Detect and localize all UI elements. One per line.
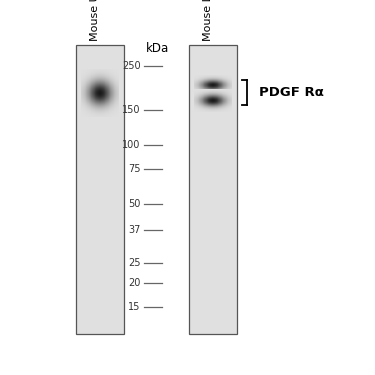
Text: 25: 25 bbox=[128, 258, 141, 268]
Text: 250: 250 bbox=[122, 61, 141, 71]
Text: Mouse Uterus: Mouse Uterus bbox=[90, 0, 100, 40]
Text: 75: 75 bbox=[128, 164, 141, 174]
Text: Mouse Lung: Mouse Lung bbox=[203, 0, 213, 40]
Text: PDGF Rα: PDGF Rα bbox=[259, 86, 324, 99]
Bar bbox=[189, 45, 237, 334]
Text: kDa: kDa bbox=[146, 42, 169, 55]
Text: 150: 150 bbox=[122, 105, 141, 115]
Text: 50: 50 bbox=[128, 199, 141, 209]
Text: 37: 37 bbox=[128, 225, 141, 235]
Bar bbox=[76, 45, 124, 334]
Text: 100: 100 bbox=[122, 140, 141, 150]
Text: 15: 15 bbox=[128, 302, 141, 312]
Text: 20: 20 bbox=[128, 278, 141, 288]
